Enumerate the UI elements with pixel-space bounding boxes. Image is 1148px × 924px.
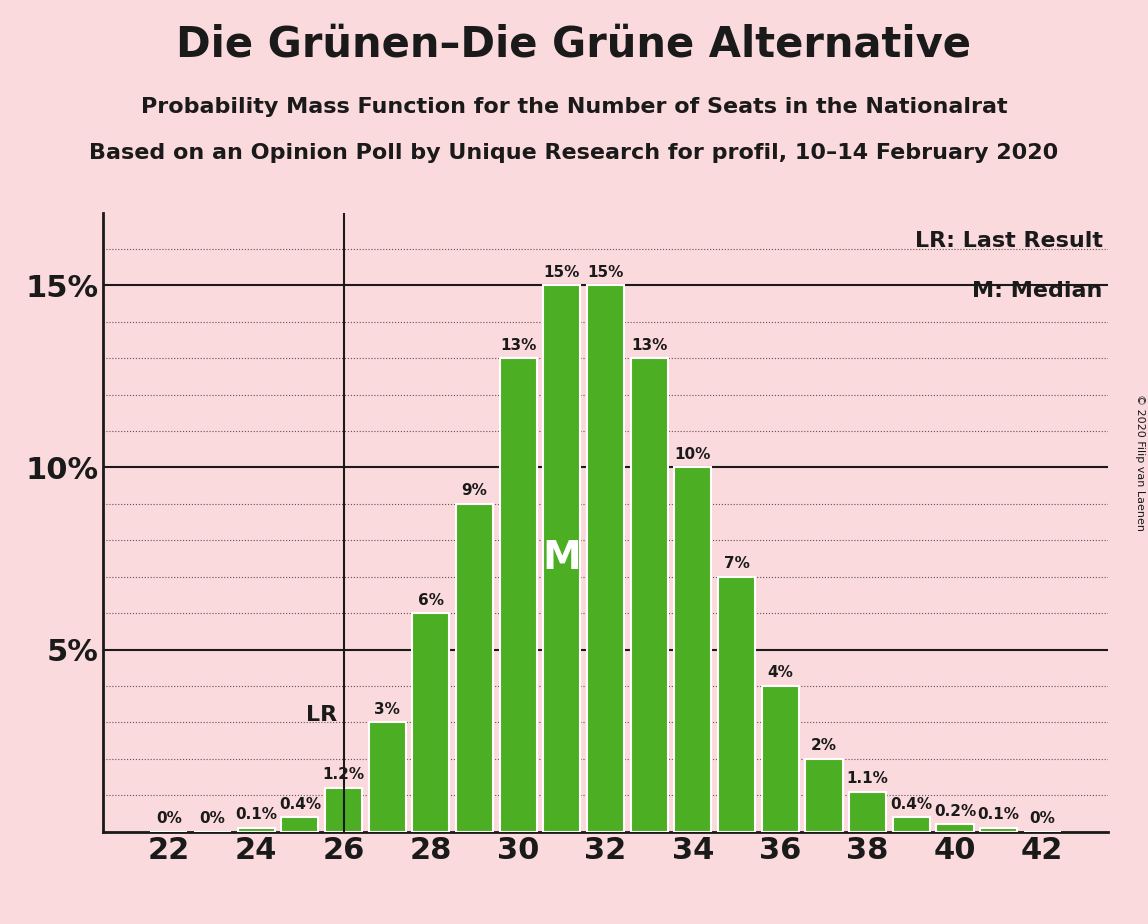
Bar	[456, 504, 494, 832]
Bar	[674, 468, 712, 832]
Bar	[412, 614, 449, 832]
Bar	[543, 286, 581, 832]
Text: 0.1%: 0.1%	[978, 808, 1019, 822]
Bar	[325, 788, 362, 832]
Text: © 2020 Filip van Laenen: © 2020 Filip van Laenen	[1135, 394, 1145, 530]
Text: 15%: 15%	[544, 265, 580, 280]
Bar	[587, 286, 625, 832]
Bar	[937, 824, 974, 832]
Text: M: M	[543, 540, 581, 578]
Text: 0.4%: 0.4%	[279, 796, 321, 811]
Text: 2%: 2%	[810, 738, 837, 753]
Text: 4%: 4%	[767, 665, 793, 680]
Text: 0%: 0%	[1030, 811, 1055, 826]
Bar	[718, 577, 755, 832]
Text: 0.1%: 0.1%	[235, 808, 277, 822]
Bar	[369, 723, 405, 832]
Text: Probability Mass Function for the Number of Seats in the Nationalrat: Probability Mass Function for the Number…	[141, 97, 1007, 117]
Text: 15%: 15%	[588, 265, 623, 280]
Text: 6%: 6%	[418, 592, 444, 608]
Text: 13%: 13%	[501, 338, 536, 353]
Text: 10%: 10%	[675, 447, 711, 462]
Text: 0.4%: 0.4%	[890, 796, 932, 811]
Text: M: Median: M: Median	[972, 281, 1103, 300]
Bar	[238, 828, 274, 832]
Bar	[762, 686, 799, 832]
Text: Die Grünen–Die Grüne Alternative: Die Grünen–Die Grüne Alternative	[177, 23, 971, 65]
Text: 7%: 7%	[723, 556, 750, 571]
Text: 1.2%: 1.2%	[323, 768, 365, 783]
Text: 0%: 0%	[156, 811, 181, 826]
Bar	[630, 359, 668, 832]
Text: LR: Last Result: LR: Last Result	[915, 231, 1103, 251]
Text: LR: LR	[305, 705, 338, 725]
Text: 0.2%: 0.2%	[933, 804, 976, 819]
Text: Based on an Opinion Poll by Unique Research for profil, 10–14 February 2020: Based on an Opinion Poll by Unique Resea…	[90, 143, 1058, 164]
Bar	[850, 792, 886, 832]
Bar	[806, 759, 843, 832]
Text: 9%: 9%	[461, 483, 488, 498]
Text: 13%: 13%	[631, 338, 667, 353]
Bar	[980, 828, 1017, 832]
Bar	[281, 817, 318, 832]
Text: 0%: 0%	[200, 811, 225, 826]
Text: 1.1%: 1.1%	[847, 772, 889, 786]
Bar	[499, 359, 537, 832]
Bar	[893, 817, 930, 832]
Text: 3%: 3%	[374, 702, 401, 717]
